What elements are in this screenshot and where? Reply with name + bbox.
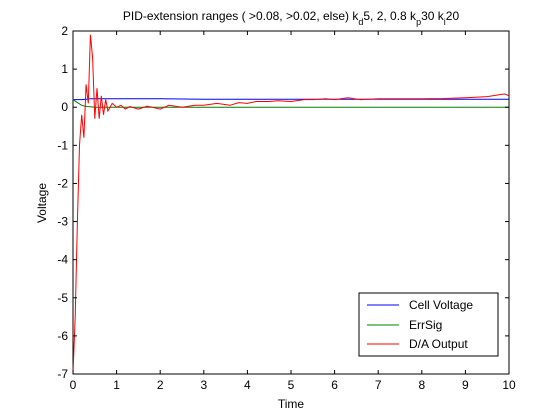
x-tick-label: 5 bbox=[288, 378, 295, 392]
x-tick-label: 10 bbox=[502, 378, 516, 392]
x-tick-label: 3 bbox=[200, 378, 207, 392]
x-tick-label: 6 bbox=[331, 378, 338, 392]
y-tick-label: -7 bbox=[57, 367, 68, 381]
title-subscript: p bbox=[416, 17, 421, 27]
y-tick-label: -3 bbox=[57, 215, 68, 229]
x-tick-label: 4 bbox=[244, 378, 251, 392]
y-axis-ticks: -7 -6 -5 -4 -3 -2 -1 0 1 2 bbox=[57, 24, 509, 381]
title-segment: 5, 2, 0.8 k bbox=[363, 9, 417, 23]
legend-label-cell-voltage: Cell Voltage bbox=[409, 298, 473, 312]
series-line-d-a-output bbox=[72, 34, 510, 375]
legend-label-errsig: ErrSig bbox=[409, 318, 442, 332]
title-segment: PID-extension ranges ( >0.08, >0.02, els… bbox=[123, 9, 359, 23]
y-tick-label: -5 bbox=[57, 291, 68, 305]
y-tick-label: -4 bbox=[57, 253, 68, 267]
title-segment: 20 bbox=[446, 9, 460, 23]
y-tick-label: 0 bbox=[61, 100, 68, 114]
legend-label-da-output: D/A Output bbox=[409, 337, 468, 351]
y-tick-label: 1 bbox=[61, 62, 68, 76]
x-tick-label: 9 bbox=[462, 378, 469, 392]
series-layer bbox=[72, 34, 510, 375]
y-tick-label: -2 bbox=[57, 176, 68, 190]
x-tick-label: 8 bbox=[418, 378, 425, 392]
y-tick-label: -6 bbox=[57, 329, 68, 343]
x-tick-label: 2 bbox=[157, 378, 164, 392]
plot-area bbox=[72, 30, 510, 375]
x-axis-label: Time bbox=[278, 397, 305, 411]
y-tick-label: -1 bbox=[57, 138, 68, 152]
y-axis-label: Voltage bbox=[35, 183, 49, 223]
x-tick-label: 7 bbox=[375, 378, 382, 392]
x-tick-label: 0 bbox=[70, 378, 77, 392]
legend: Cell Voltage ErrSig D/A Output bbox=[358, 292, 499, 357]
title-segment: 30 k bbox=[421, 9, 445, 23]
x-tick-label: 1 bbox=[113, 378, 120, 392]
title-subscript: i bbox=[444, 17, 446, 27]
y-tick-label: 2 bbox=[61, 24, 68, 38]
chart-title: PID-extension ranges ( >0.08, >0.02, els… bbox=[123, 9, 460, 27]
title-subscript: d bbox=[358, 17, 363, 27]
x-axis-ticks: 0 1 2 3 4 5 6 7 8 9 10 bbox=[70, 31, 516, 392]
